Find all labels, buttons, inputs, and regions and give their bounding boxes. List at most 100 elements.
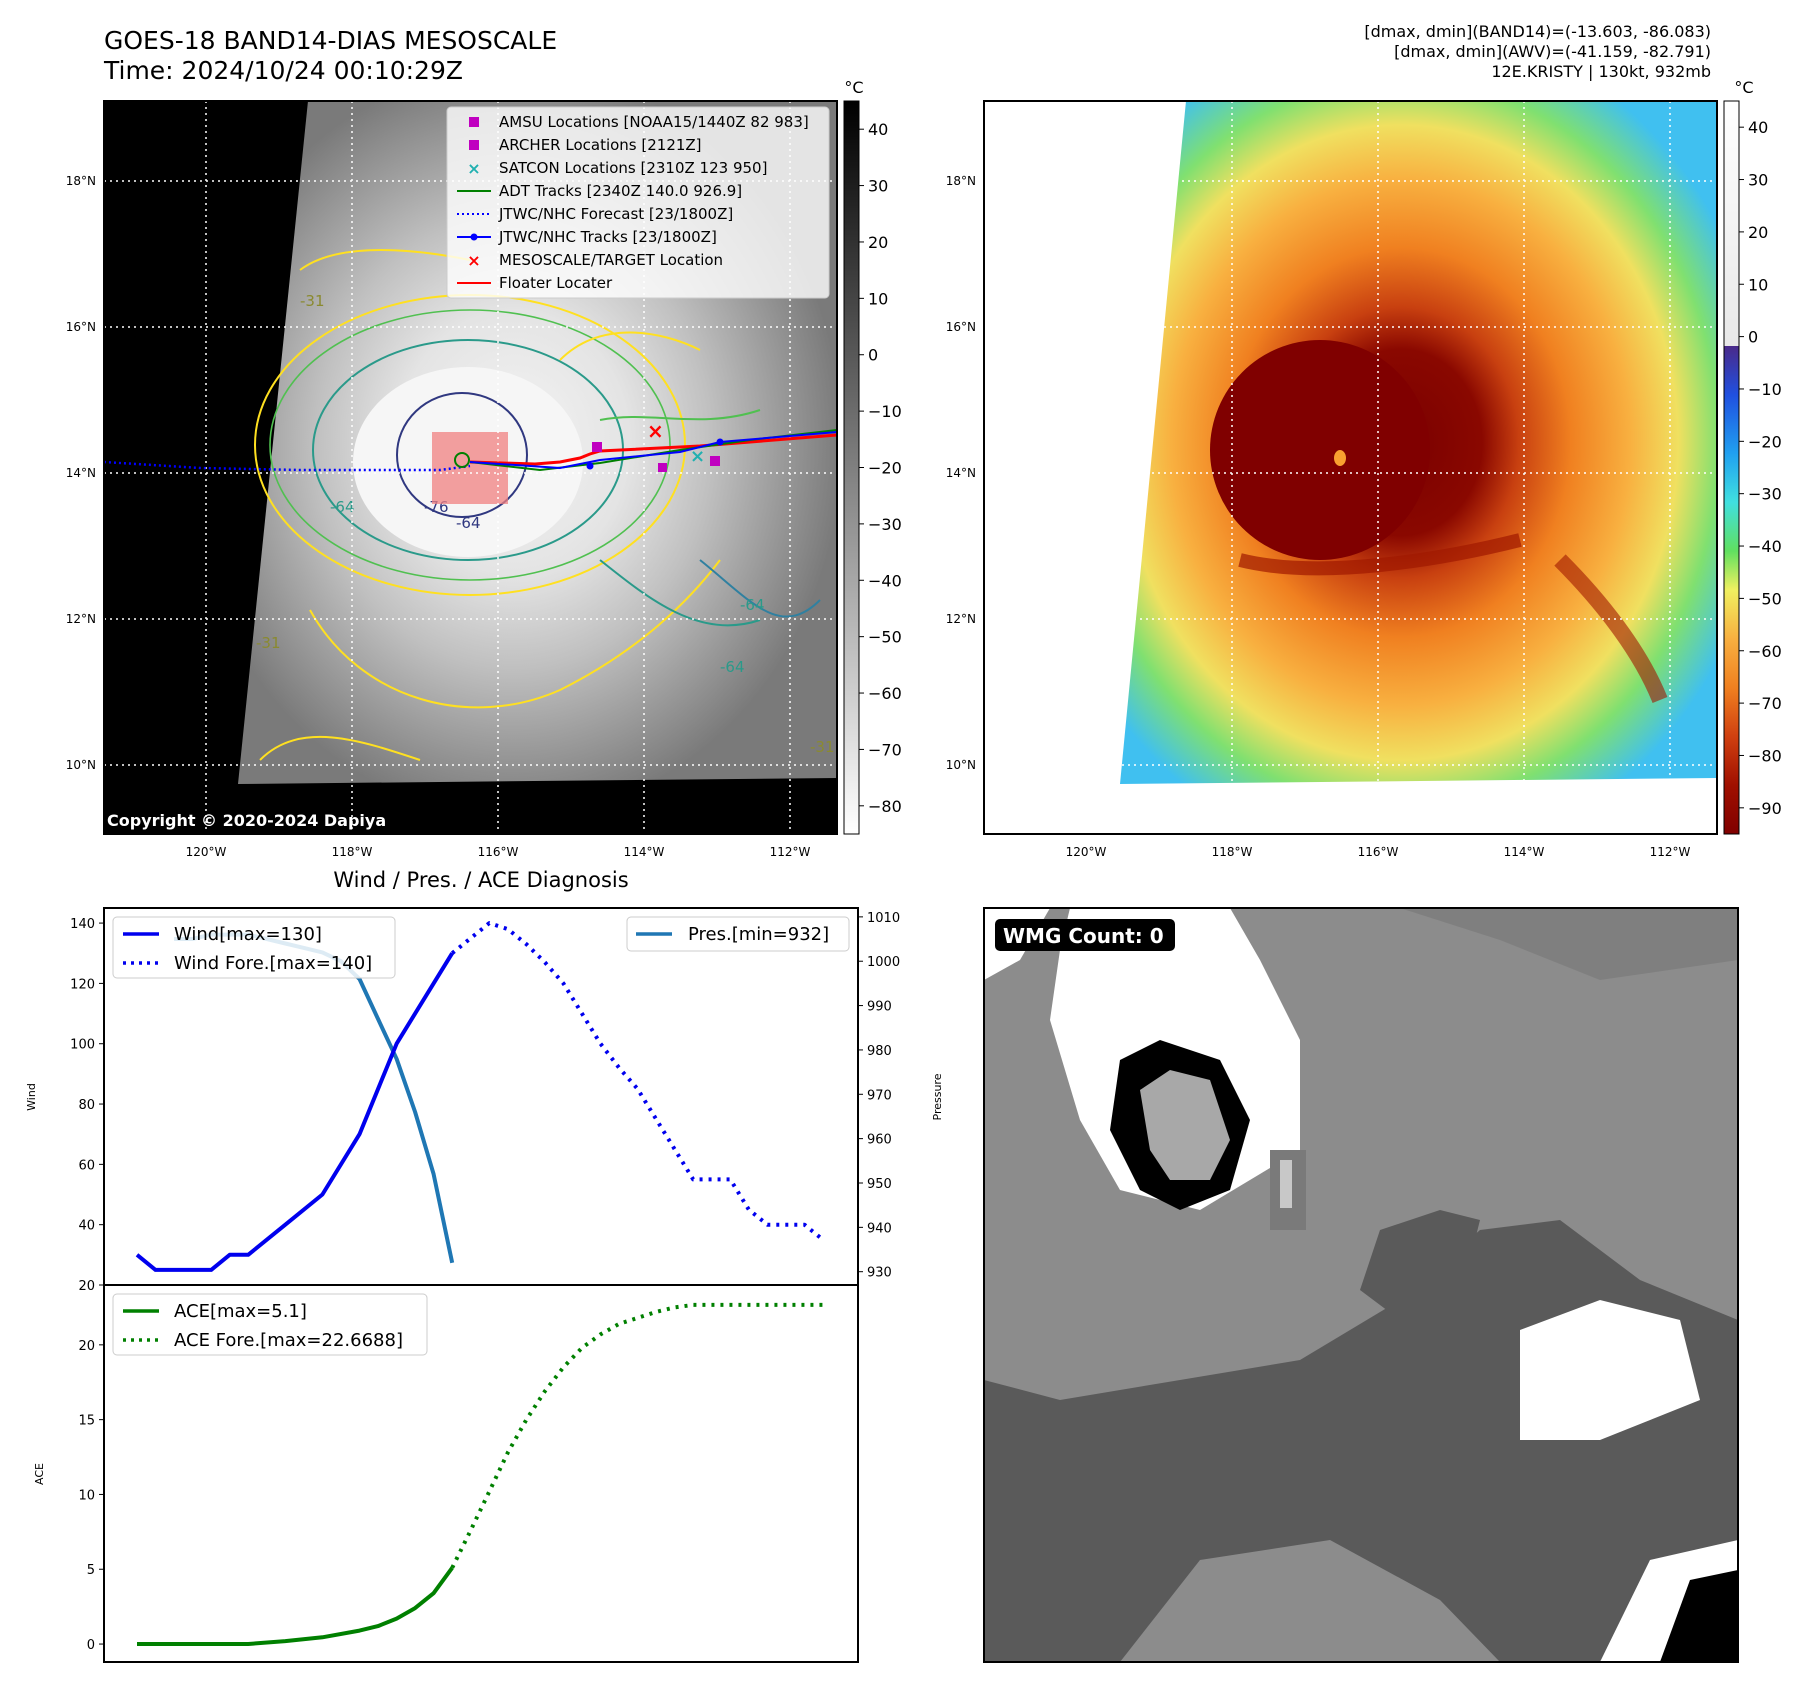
y-tick-label: 20: [78, 1339, 95, 1354]
colorbar-tick-label: 40: [1748, 118, 1768, 137]
legend-label: ADT Tracks [2340Z 140.0 926.9]: [499, 182, 742, 200]
lat-label: 12°N: [946, 612, 976, 626]
ir-colorbar: °C 40 30 20 10 0 −10 −20 −30 −40 −50 −60 −70 −80: [843, 78, 902, 835]
target-location-marker: ×: [647, 419, 664, 443]
lat-label: 10°N: [946, 758, 976, 772]
wv-rainband: [1238, 533, 1522, 576]
colorbar-tick-label: 40: [868, 120, 888, 139]
colorbar-tick-label: −60: [868, 684, 902, 703]
colorbar-tick-label: −10: [1748, 380, 1782, 399]
lat-label: 18°N: [66, 174, 96, 188]
colorbar-tick-label: −40: [868, 571, 902, 590]
copyright-text: Copyright © 2020-2024 Dapiya: [107, 811, 386, 830]
archer-location-marker: [658, 463, 667, 472]
ace-legend-label: ACE[max=5.1]: [174, 1301, 307, 1322]
y-tick-label: 940: [867, 1221, 892, 1236]
lon-label: 118°W: [332, 845, 373, 859]
pressure-legend-box: [626, 916, 850, 952]
colorbar-tick-label: 20: [868, 233, 888, 252]
wv-map-frame: [983, 100, 1718, 835]
legend-marker: [470, 233, 478, 241]
contour-label: -64: [330, 498, 355, 516]
floater-box: [432, 432, 508, 504]
ir-map-frame: [103, 100, 838, 835]
wv-cold-core: [1210, 340, 1430, 560]
colorbar-tick-label: 30: [1748, 171, 1768, 190]
ace-legend-box: [112, 1293, 428, 1356]
wind-line: [135, 952, 454, 1272]
ace-legend: ACE[max=5.1] ACE Fore.[max=22.6688]: [112, 1293, 428, 1356]
floater-locater-track: [469, 433, 837, 466]
wind-axis-label: Wind: [25, 1083, 38, 1111]
ir-map-panel: -31 -64 -76 -64 -31 -64 -64 -31: [66, 78, 902, 859]
y-tick-label: 80: [78, 1098, 95, 1113]
y-tick-label: 140: [70, 917, 95, 932]
lat-label: 14°N: [66, 466, 96, 480]
pressure-legend-label: Pres.[min=932]: [688, 924, 829, 945]
lon-label: 120°W: [1066, 845, 1107, 859]
wind-legend-box: [112, 916, 396, 979]
ir-lon-labels: 120°W 118°W 116°W 114°W 112°W: [186, 845, 811, 859]
colorbar-tick-label: 0: [868, 346, 878, 365]
y-tick-label: 40: [78, 1219, 95, 1234]
y-tick-label: 20: [78, 1279, 95, 1294]
y-tick-label: 960: [867, 1133, 892, 1148]
amsu-location-marker: [592, 442, 602, 452]
legend-label: Floater Locater: [499, 274, 613, 292]
colorbar-tick-label: −70: [868, 740, 902, 759]
legend-label: SATCON Locations [2310Z 123 950]: [499, 159, 767, 177]
y-tick-label: 5: [87, 1563, 95, 1578]
y-tick-label: 980: [867, 1044, 892, 1059]
colorbar-tick-label: −90: [1748, 799, 1782, 818]
y-tick-label: 1010: [867, 911, 900, 926]
legend-label: ARCHER Locations [2121Z]: [499, 136, 702, 154]
ir-legend: AMSU Locations [NOAA15/1440Z 82 983] ARCH…: [446, 106, 830, 299]
ace-forecast-legend-label: ACE Fore.[max=22.6688]: [174, 1330, 403, 1351]
jtwc-forecast-track: [104, 460, 471, 472]
ir-colorbar-unit: °C: [844, 78, 863, 97]
lon-label: 114°W: [1504, 845, 1545, 859]
legend-label: MESOSCALE/TARGET Location: [499, 251, 723, 269]
colorbar-tick-label: 10: [1748, 275, 1768, 294]
y-tick-label: 10: [78, 1488, 95, 1503]
wv-colorbar-top: [1724, 101, 1739, 346]
lat-label: 14°N: [946, 466, 976, 480]
contour-label: -64: [456, 514, 481, 532]
ir-lat-labels: 18°N 16°N 14°N 12°N 10°N: [66, 174, 96, 772]
title-line-1: GOES-18 BAND14-DIAS MESOSCALE: [104, 26, 558, 55]
colorbar-tick-label: −20: [1748, 432, 1782, 451]
jtwc-track: [469, 431, 837, 470]
colorbar-tick-label: −30: [868, 515, 902, 534]
wind-legend: Wind[max=130] Wind Fore.[max=140]: [112, 916, 396, 979]
wmg-panel: WMG Count: 0: [983, 907, 1739, 1663]
wv-colorbar: °C 40 30 20 10 0 −10 −20 −30 −40 −50 −60 −70 −80 −90: [1723, 78, 1782, 835]
lat-label: 16°N: [946, 320, 976, 334]
y-tick-label: 990: [867, 1000, 892, 1015]
wv-rainband: [1554, 554, 1668, 704]
y-tick-label: 930: [867, 1266, 892, 1281]
colorbar-tick-label: −10: [868, 402, 902, 421]
info-line-band14: [dmax, dmin](BAND14)=(-13.603, -86.083): [1364, 22, 1711, 41]
wv-gridlines: [984, 101, 1717, 834]
wmg-count-badge: [995, 919, 1175, 951]
colorbar-tick-label: −50: [1748, 589, 1782, 608]
legend-marker: ×: [467, 251, 480, 270]
legend-label: JTWC/NHC Forecast [23/1800Z]: [498, 205, 733, 223]
jtwc-track-point: [716, 438, 724, 446]
pressure-legend: Pres.[min=932]: [626, 916, 850, 952]
colorbar-tick-label: −80: [1748, 746, 1782, 765]
lat-label: 18°N: [946, 174, 976, 188]
y-tick-label: 100: [70, 1038, 95, 1053]
lon-label: 114°W: [624, 845, 665, 859]
lon-label: 118°W: [1212, 845, 1253, 859]
colorbar-tick-label: 0: [1748, 328, 1758, 347]
lon-label: 112°W: [770, 845, 811, 859]
legend-box: [446, 106, 830, 299]
contour-label: -64: [740, 596, 765, 614]
diagnosis-title: Wind / Pres. / ACE Diagnosis: [333, 868, 628, 892]
ir-colorbar-gradient: [843, 100, 860, 835]
y-tick-label: 970: [867, 1088, 892, 1103]
legend-label: JTWC/NHC Tracks [23/1800Z]: [498, 228, 717, 246]
contour-label: -64: [720, 658, 745, 676]
